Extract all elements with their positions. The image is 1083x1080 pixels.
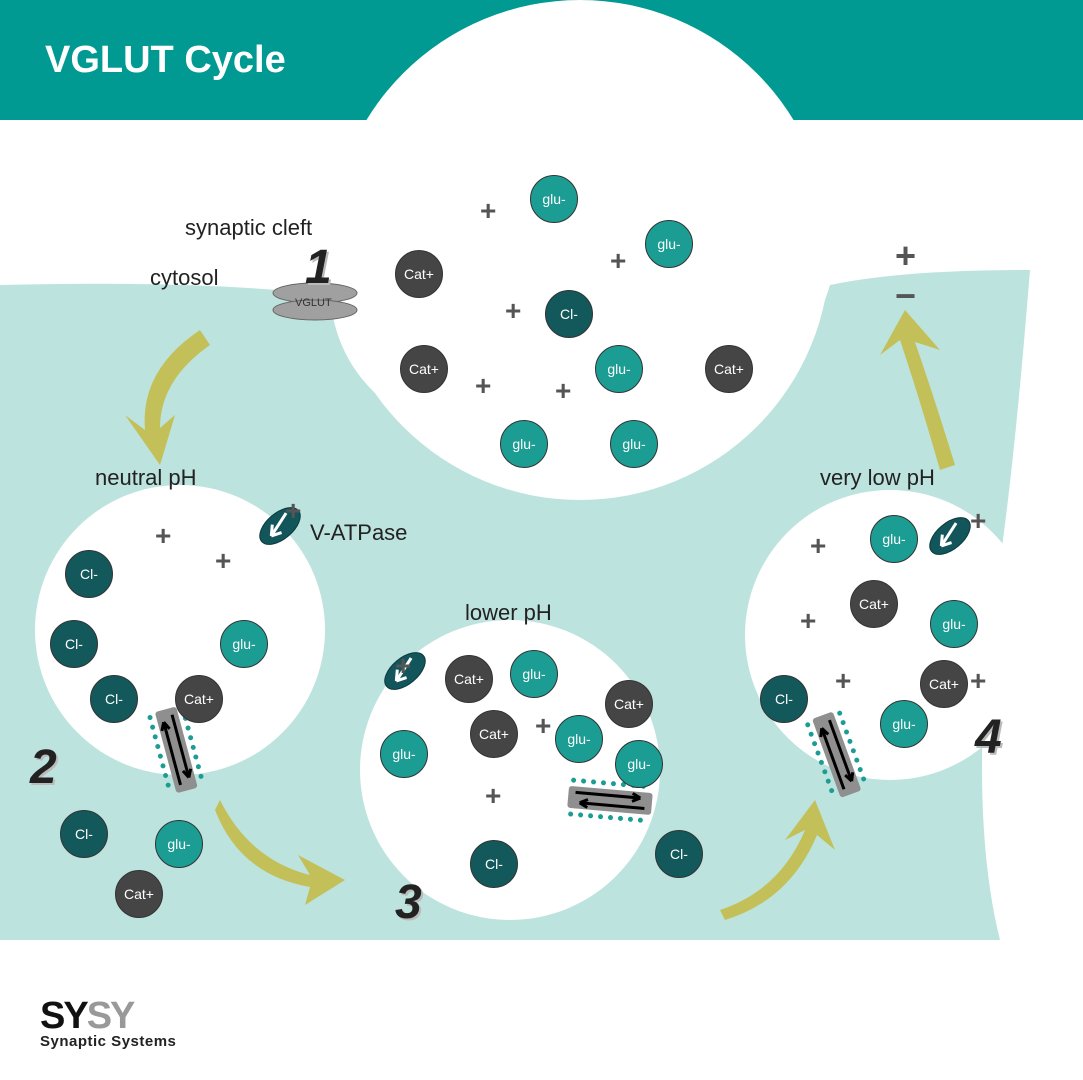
label-cytosol: cytosol (150, 265, 218, 291)
svg-text:VGLUT: VGLUT (295, 297, 332, 309)
stage-number-2: 2 (30, 740, 57, 795)
plus-symbol: + (800, 605, 816, 637)
glu-molecule: glu- (220, 620, 268, 668)
glu-molecule: glu- (615, 740, 663, 788)
cleft-region (330, 0, 830, 500)
glu-molecule: glu- (880, 700, 928, 748)
glu-molecule: glu- (645, 220, 693, 268)
cat-molecule: Cat+ (705, 345, 753, 393)
cl-molecule: Cl- (50, 620, 98, 668)
plus-symbol: + (215, 545, 231, 577)
brand-logo: SYSY Synaptic Systems (40, 999, 176, 1050)
label-neutral-ph: neutral pH (95, 465, 197, 491)
cat-molecule: Cat+ (395, 250, 443, 298)
plus-symbol: + (555, 375, 571, 407)
plus-symbol: + (535, 710, 551, 742)
plus-symbol: + (835, 665, 851, 697)
plus-symbol: + (480, 195, 496, 227)
cat-molecule: Cat+ (470, 710, 518, 758)
glu-molecule: glu- (510, 650, 558, 698)
cat-molecule: Cat+ (920, 660, 968, 708)
glu-molecule: glu- (610, 420, 658, 468)
cat-molecule: Cat+ (850, 580, 898, 628)
main-diagram: VGLUT (0, 120, 1083, 960)
logo-text-dark: SY (40, 995, 87, 1037)
label-vatpase: V-ATPase (310, 520, 407, 546)
plus-symbol: + (970, 505, 986, 537)
glu-molecule: glu- (530, 175, 578, 223)
cat-molecule: Cat+ (400, 345, 448, 393)
glu-molecule: glu- (595, 345, 643, 393)
cat-molecule: Cat+ (605, 680, 653, 728)
page-title: VGLUT Cycle (45, 39, 286, 82)
plus-symbol: + (485, 780, 501, 812)
cl-molecule: Cl- (545, 290, 593, 338)
label-very-low-ph: very low pH (820, 465, 935, 491)
plus-symbol: + (610, 245, 626, 277)
cl-molecule: Cl- (65, 550, 113, 598)
plus-symbol: + (970, 665, 986, 697)
logo-subtitle: Synaptic Systems (40, 1033, 176, 1050)
glu-molecule: glu- (930, 600, 978, 648)
plus-symbol: + (475, 370, 491, 402)
label-lower-ph: lower pH (465, 600, 552, 626)
glu-molecule: glu- (555, 715, 603, 763)
stage-number-1: 1 (305, 240, 332, 295)
plus-symbol: + (285, 495, 301, 527)
glu-molecule: glu- (155, 820, 203, 868)
cycle-arrow-3-4 (710, 800, 850, 930)
glu-molecule: glu- (380, 730, 428, 778)
plus-symbol: + (505, 295, 521, 327)
plus-symbol: + (395, 650, 411, 682)
stage-number-3: 3 (395, 875, 422, 930)
cl-molecule: Cl- (655, 830, 703, 878)
glu-molecule: glu- (500, 420, 548, 468)
logo-text-light: SY (87, 995, 134, 1037)
plus-symbol: + (895, 235, 916, 277)
cl-molecule: Cl- (60, 810, 108, 858)
minus-symbol: − (895, 275, 916, 317)
cl-molecule: Cl- (90, 675, 138, 723)
label-synaptic-cleft: synaptic cleft (185, 215, 312, 241)
plus-symbol: + (810, 530, 826, 562)
cat-molecule: Cat+ (445, 655, 493, 703)
cycle-arrow-2-3 (210, 790, 350, 910)
cycle-arrow-4-cleft (870, 310, 990, 480)
glu-molecule: glu- (870, 515, 918, 563)
cycle-arrow-1-2 (120, 320, 240, 470)
plus-symbol: + (155, 520, 171, 552)
stage-number-4: 4 (975, 710, 1002, 765)
cat-molecule: Cat+ (115, 870, 163, 918)
cl-molecule: Cl- (760, 675, 808, 723)
cl-molecule: Cl- (470, 840, 518, 888)
cat-molecule: Cat+ (175, 675, 223, 723)
